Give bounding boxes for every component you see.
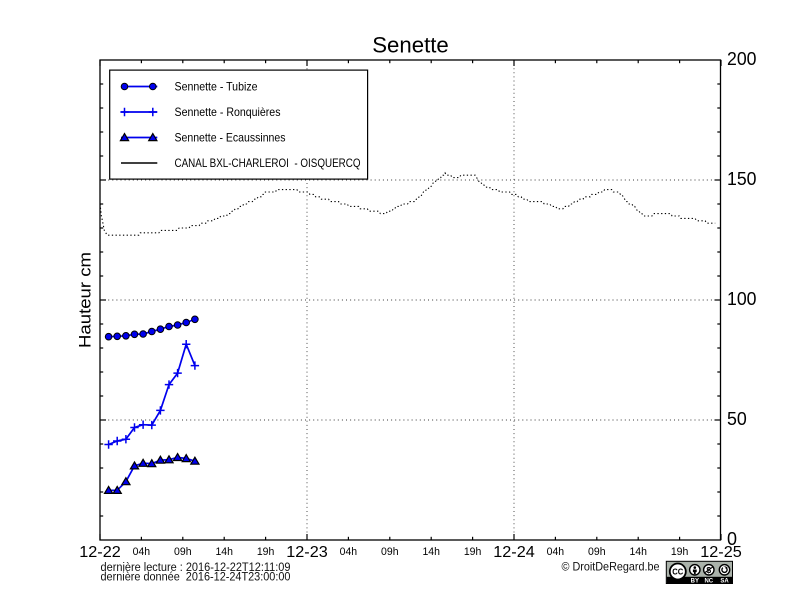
svg-text:19h: 19h [464, 546, 482, 558]
svg-text:0: 0 [727, 529, 737, 549]
svg-text:200: 200 [727, 49, 757, 69]
svg-text:12-22: 12-22 [79, 544, 121, 561]
svg-text:04h: 04h [547, 546, 565, 558]
svg-text:12-25: 12-25 [700, 544, 742, 561]
svg-text:09h: 09h [381, 546, 399, 558]
svg-text:dernière lecture : 2016-12-22T: dernière lecture : 2016-12-22T12:11:09 [101, 562, 291, 574]
svg-text:50: 50 [727, 409, 747, 429]
svg-text:150: 150 [727, 169, 757, 189]
svg-text:Sennette - Ecaussinnes: Sennette - Ecaussinnes [175, 131, 286, 145]
svg-text:CANAL BXL-CHARLEROI - OISQUER: CANAL BXL-CHARLEROI - OISQUERCQ [175, 156, 361, 170]
svg-text:19h: 19h [671, 546, 689, 558]
svg-text:© DroitDeRegard.be: © DroitDeRegard.be [562, 560, 660, 574]
svg-text:19h: 19h [257, 546, 275, 558]
svg-text:CC: CC [672, 567, 683, 576]
svg-text:12-24: 12-24 [493, 544, 535, 561]
svg-text:04h: 04h [133, 546, 151, 558]
svg-text:04h: 04h [340, 546, 358, 558]
svg-text:Senette: Senette [372, 33, 449, 58]
svg-text:14h: 14h [629, 546, 647, 558]
svg-text:100: 100 [727, 289, 757, 309]
svg-text:12-23: 12-23 [286, 544, 328, 561]
svg-text:Sennette - Tubize: Sennette - Tubize [175, 80, 258, 94]
svg-text:14h: 14h [215, 546, 233, 558]
svg-text:NC: NC [704, 579, 713, 585]
svg-text:14h: 14h [422, 546, 440, 558]
svg-text:SA: SA [720, 579, 729, 585]
svg-text:09h: 09h [174, 546, 192, 558]
svg-text:09h: 09h [588, 546, 606, 558]
svg-text:Sennette - Ronquières: Sennette - Ronquières [175, 105, 281, 119]
svg-text:dernière donnée 2016-12-24T23: dernière donnée 2016-12-24T23:00:00 [101, 572, 291, 584]
svg-text:Hauteur cm: Hauteur cm [76, 252, 95, 348]
svg-text:BY: BY [691, 579, 699, 585]
